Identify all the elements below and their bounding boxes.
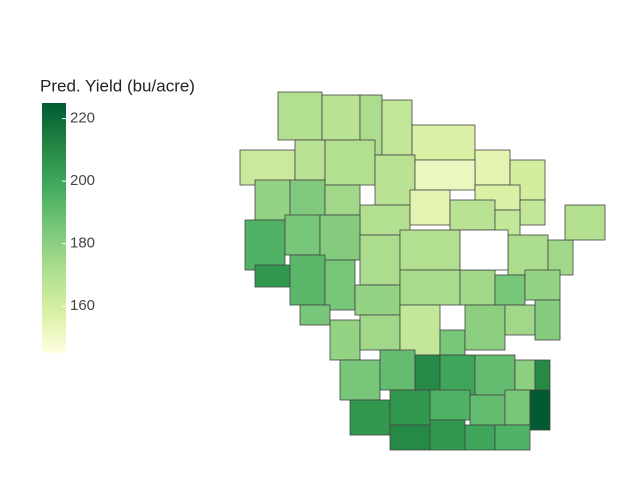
- county: [514, 359, 536, 391]
- county: [389, 389, 431, 426]
- county: [529, 389, 551, 431]
- county: [321, 94, 361, 141]
- county: [524, 269, 561, 301]
- county: [294, 139, 326, 181]
- county: [374, 154, 416, 206]
- county: [324, 139, 376, 186]
- county: [399, 269, 461, 306]
- county: [474, 354, 516, 396]
- county: [414, 159, 476, 191]
- legend-title: Pred. Yield (bu/acre): [40, 76, 195, 95]
- county: [359, 314, 401, 351]
- colorbar-tick-label: 200: [70, 172, 95, 189]
- county: [379, 349, 416, 391]
- county: [399, 304, 441, 356]
- county: [507, 234, 549, 276]
- county: [254, 179, 291, 221]
- county: [494, 274, 526, 306]
- county: [504, 389, 531, 426]
- county: [324, 259, 356, 311]
- colorbar-tick-label: 180: [70, 235, 95, 252]
- county: [439, 354, 476, 396]
- county: [329, 319, 361, 361]
- county: [289, 179, 326, 221]
- county: [429, 389, 471, 421]
- colorbar-tick-label: 160: [70, 297, 95, 314]
- county: [534, 359, 551, 391]
- county: [504, 304, 536, 336]
- county: [399, 229, 461, 271]
- county: [284, 214, 321, 256]
- county: [381, 99, 413, 156]
- county: [354, 284, 401, 316]
- county: [277, 91, 323, 141]
- county: [319, 214, 361, 261]
- county: [494, 424, 531, 451]
- county: [349, 399, 391, 436]
- county-map: [239, 91, 606, 451]
- county: [459, 269, 496, 306]
- colorbar-tick-label: 220: [70, 110, 95, 127]
- county: [547, 239, 574, 276]
- county: [299, 304, 331, 326]
- county: [254, 264, 291, 288]
- county: [429, 419, 466, 451]
- colorbar: [42, 103, 66, 353]
- county: [239, 149, 296, 186]
- county: [519, 199, 546, 226]
- colorbar-ticks: 160 180 200 220: [62, 110, 95, 314]
- county: [409, 189, 451, 226]
- county: [464, 424, 496, 451]
- county: [389, 424, 431, 451]
- county: [469, 394, 506, 426]
- county: [414, 354, 441, 391]
- county: [464, 304, 506, 351]
- county: [339, 359, 381, 401]
- county: [324, 184, 361, 216]
- county: [244, 219, 286, 271]
- county: [359, 234, 401, 286]
- county: [564, 204, 606, 241]
- county: [439, 329, 466, 356]
- county: [449, 199, 496, 231]
- county: [289, 254, 326, 306]
- county: [534, 299, 561, 341]
- county: [474, 149, 511, 186]
- county: [459, 229, 509, 271]
- county: [411, 124, 476, 161]
